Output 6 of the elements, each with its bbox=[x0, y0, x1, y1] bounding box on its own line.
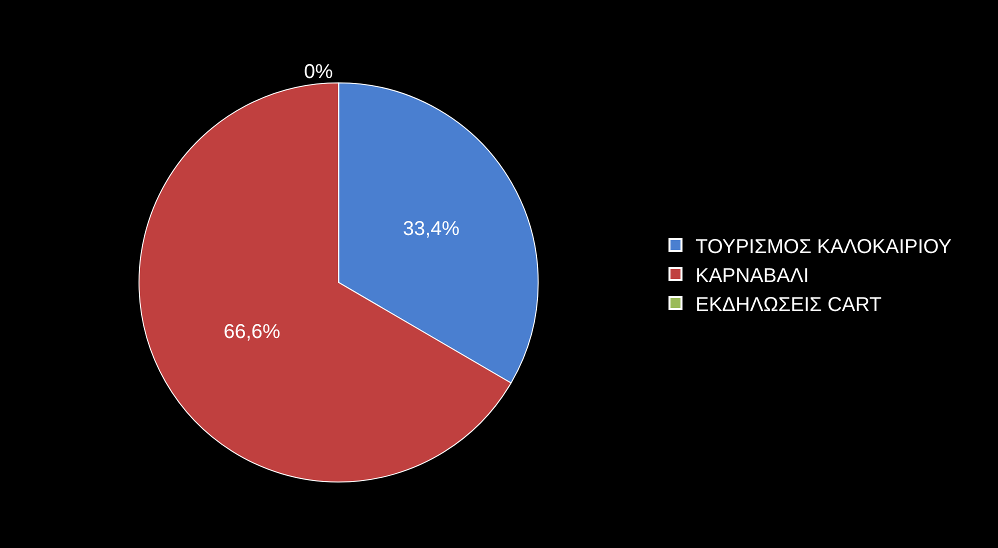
legend-label: ΤΟΥΡΙΣΜΟΣ ΚΑΛΟΚΑΙΡΙΟΥ bbox=[695, 236, 952, 258]
legend-label: ΕΚΔΗΛΩΣΕΙΣ CART bbox=[695, 294, 882, 316]
legend-label: ΚΑΡΝΑΒΑΛΙ bbox=[695, 264, 809, 287]
data-label: 66,6% bbox=[224, 321, 281, 344]
text: 0% bbox=[304, 60, 333, 83]
data-label: 33,4% bbox=[402, 218, 460, 240]
